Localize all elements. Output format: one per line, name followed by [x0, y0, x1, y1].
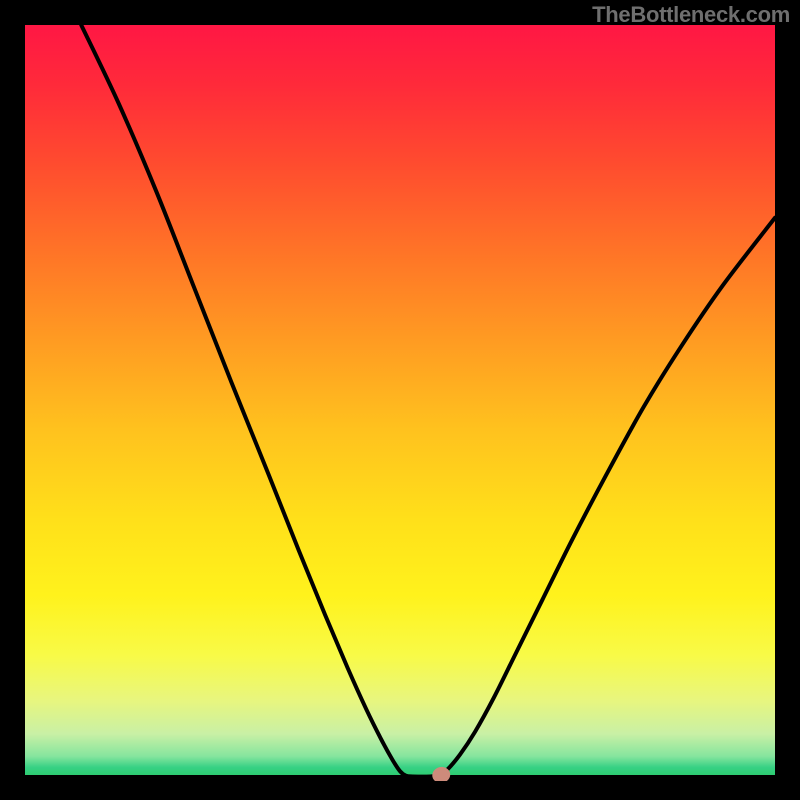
watermark-text: TheBottleneck.com [592, 2, 790, 28]
bottleneck-curve [25, 25, 775, 781]
figure-root: TheBottleneck.com [0, 0, 800, 800]
plot-area [25, 25, 775, 781]
